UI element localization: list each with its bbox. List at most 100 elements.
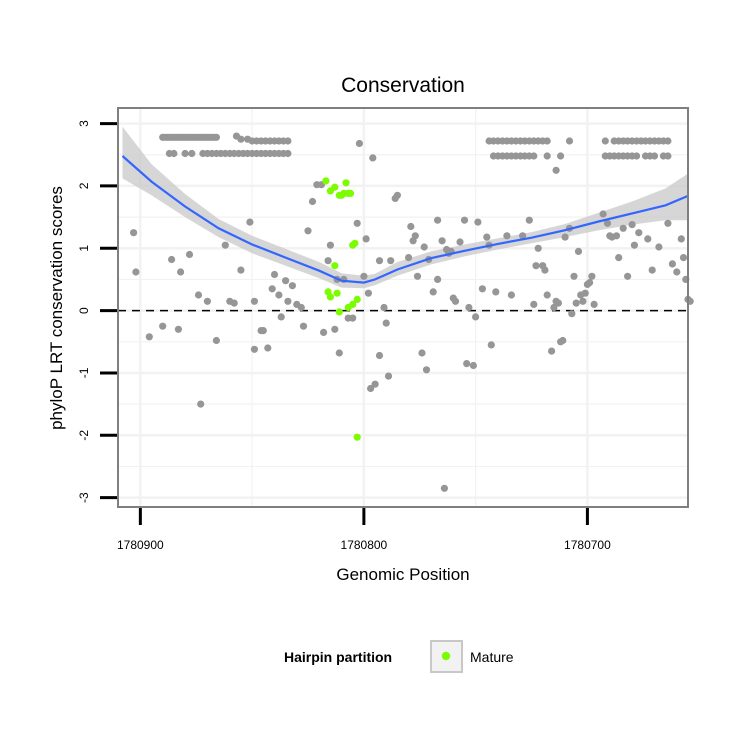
other-point <box>478 285 486 293</box>
other-point <box>185 250 194 259</box>
other-point <box>624 272 632 280</box>
other-point <box>463 360 471 368</box>
other-point <box>203 297 211 305</box>
other-point <box>579 297 587 305</box>
other-point <box>375 351 384 360</box>
other-point <box>174 325 182 333</box>
other-point <box>599 210 607 218</box>
x-tick-label: 1780700 <box>564 538 611 552</box>
other-point <box>367 384 375 393</box>
other-point <box>561 233 569 241</box>
other-point <box>418 349 426 357</box>
other-point <box>250 345 258 353</box>
other-point <box>288 282 296 290</box>
other-point <box>677 235 685 243</box>
other-point <box>362 235 370 243</box>
confidence-ribbon <box>122 126 688 289</box>
other-point <box>492 288 500 296</box>
other-point <box>586 279 594 287</box>
mature-point <box>322 177 330 185</box>
other-point <box>297 303 305 312</box>
other-point <box>355 139 363 148</box>
other-point <box>270 270 279 279</box>
other-point <box>503 232 511 240</box>
other-point <box>648 266 656 274</box>
legend-label-mature: Mature <box>470 649 514 665</box>
smooth-fit-line <box>121 155 689 284</box>
other-point <box>177 268 185 276</box>
legend: Hairpin partition Mature <box>284 640 514 673</box>
y-tick-label: -1 <box>77 367 91 378</box>
other-point <box>308 197 317 206</box>
other-point <box>132 268 140 276</box>
other-point <box>250 297 258 305</box>
other-point <box>655 243 663 251</box>
confidence-ribbon-layer <box>122 126 688 289</box>
other-point <box>299 322 308 330</box>
other-point <box>451 297 460 305</box>
legend-title: Hairpin partition <box>284 649 392 665</box>
other-point <box>552 166 560 174</box>
other-point <box>380 303 388 312</box>
other-point <box>422 366 431 374</box>
other-point <box>411 232 419 240</box>
other-point <box>465 303 473 312</box>
other-point <box>268 285 276 293</box>
other-point <box>619 224 627 232</box>
other-point <box>320 328 328 336</box>
mature-point <box>346 189 355 197</box>
other-point <box>664 137 672 145</box>
other-point <box>284 137 292 145</box>
other-point <box>212 336 220 345</box>
other-point <box>534 244 542 252</box>
other-point <box>664 152 672 160</box>
other-point <box>635 229 643 237</box>
other-point <box>650 152 659 160</box>
other-point <box>440 484 448 492</box>
other-point <box>460 216 469 224</box>
other-point <box>557 152 565 160</box>
other-point <box>369 154 377 162</box>
mature-point <box>335 308 343 316</box>
other-point <box>282 277 290 285</box>
mature-point <box>331 262 339 270</box>
other-point <box>304 227 312 235</box>
other-point <box>221 241 229 249</box>
other-point <box>673 268 681 276</box>
other-point <box>360 272 368 280</box>
other-point <box>601 137 609 145</box>
other-point <box>581 289 589 297</box>
other-point <box>371 380 379 388</box>
grid-lines <box>118 108 688 507</box>
y-tick-label: -3 <box>77 492 91 503</box>
other-point <box>159 322 167 330</box>
other-point <box>550 303 558 312</box>
other-point <box>474 218 482 226</box>
other-point <box>438 237 446 245</box>
other-point <box>237 266 245 274</box>
other-point <box>259 327 267 335</box>
other-point <box>543 137 551 145</box>
other-point <box>525 216 533 224</box>
other-point <box>145 333 153 341</box>
chart-title: Conservation <box>341 74 465 97</box>
other-point <box>130 229 138 237</box>
other-point <box>364 289 372 297</box>
other-point <box>324 257 332 265</box>
other-point <box>570 272 578 280</box>
other-point <box>590 300 598 308</box>
mature-point <box>349 300 357 308</box>
other-point <box>565 137 574 145</box>
other-point <box>197 400 205 408</box>
other-point <box>181 149 189 158</box>
other-point <box>633 152 641 160</box>
other-point <box>246 218 254 226</box>
other-point <box>188 149 196 158</box>
y-tick-label: -2 <box>77 430 91 441</box>
other-point <box>487 341 495 349</box>
other-point <box>530 152 538 160</box>
other-point <box>237 135 245 143</box>
other-point <box>349 314 357 322</box>
other-point <box>664 219 672 227</box>
other-point <box>387 257 395 265</box>
